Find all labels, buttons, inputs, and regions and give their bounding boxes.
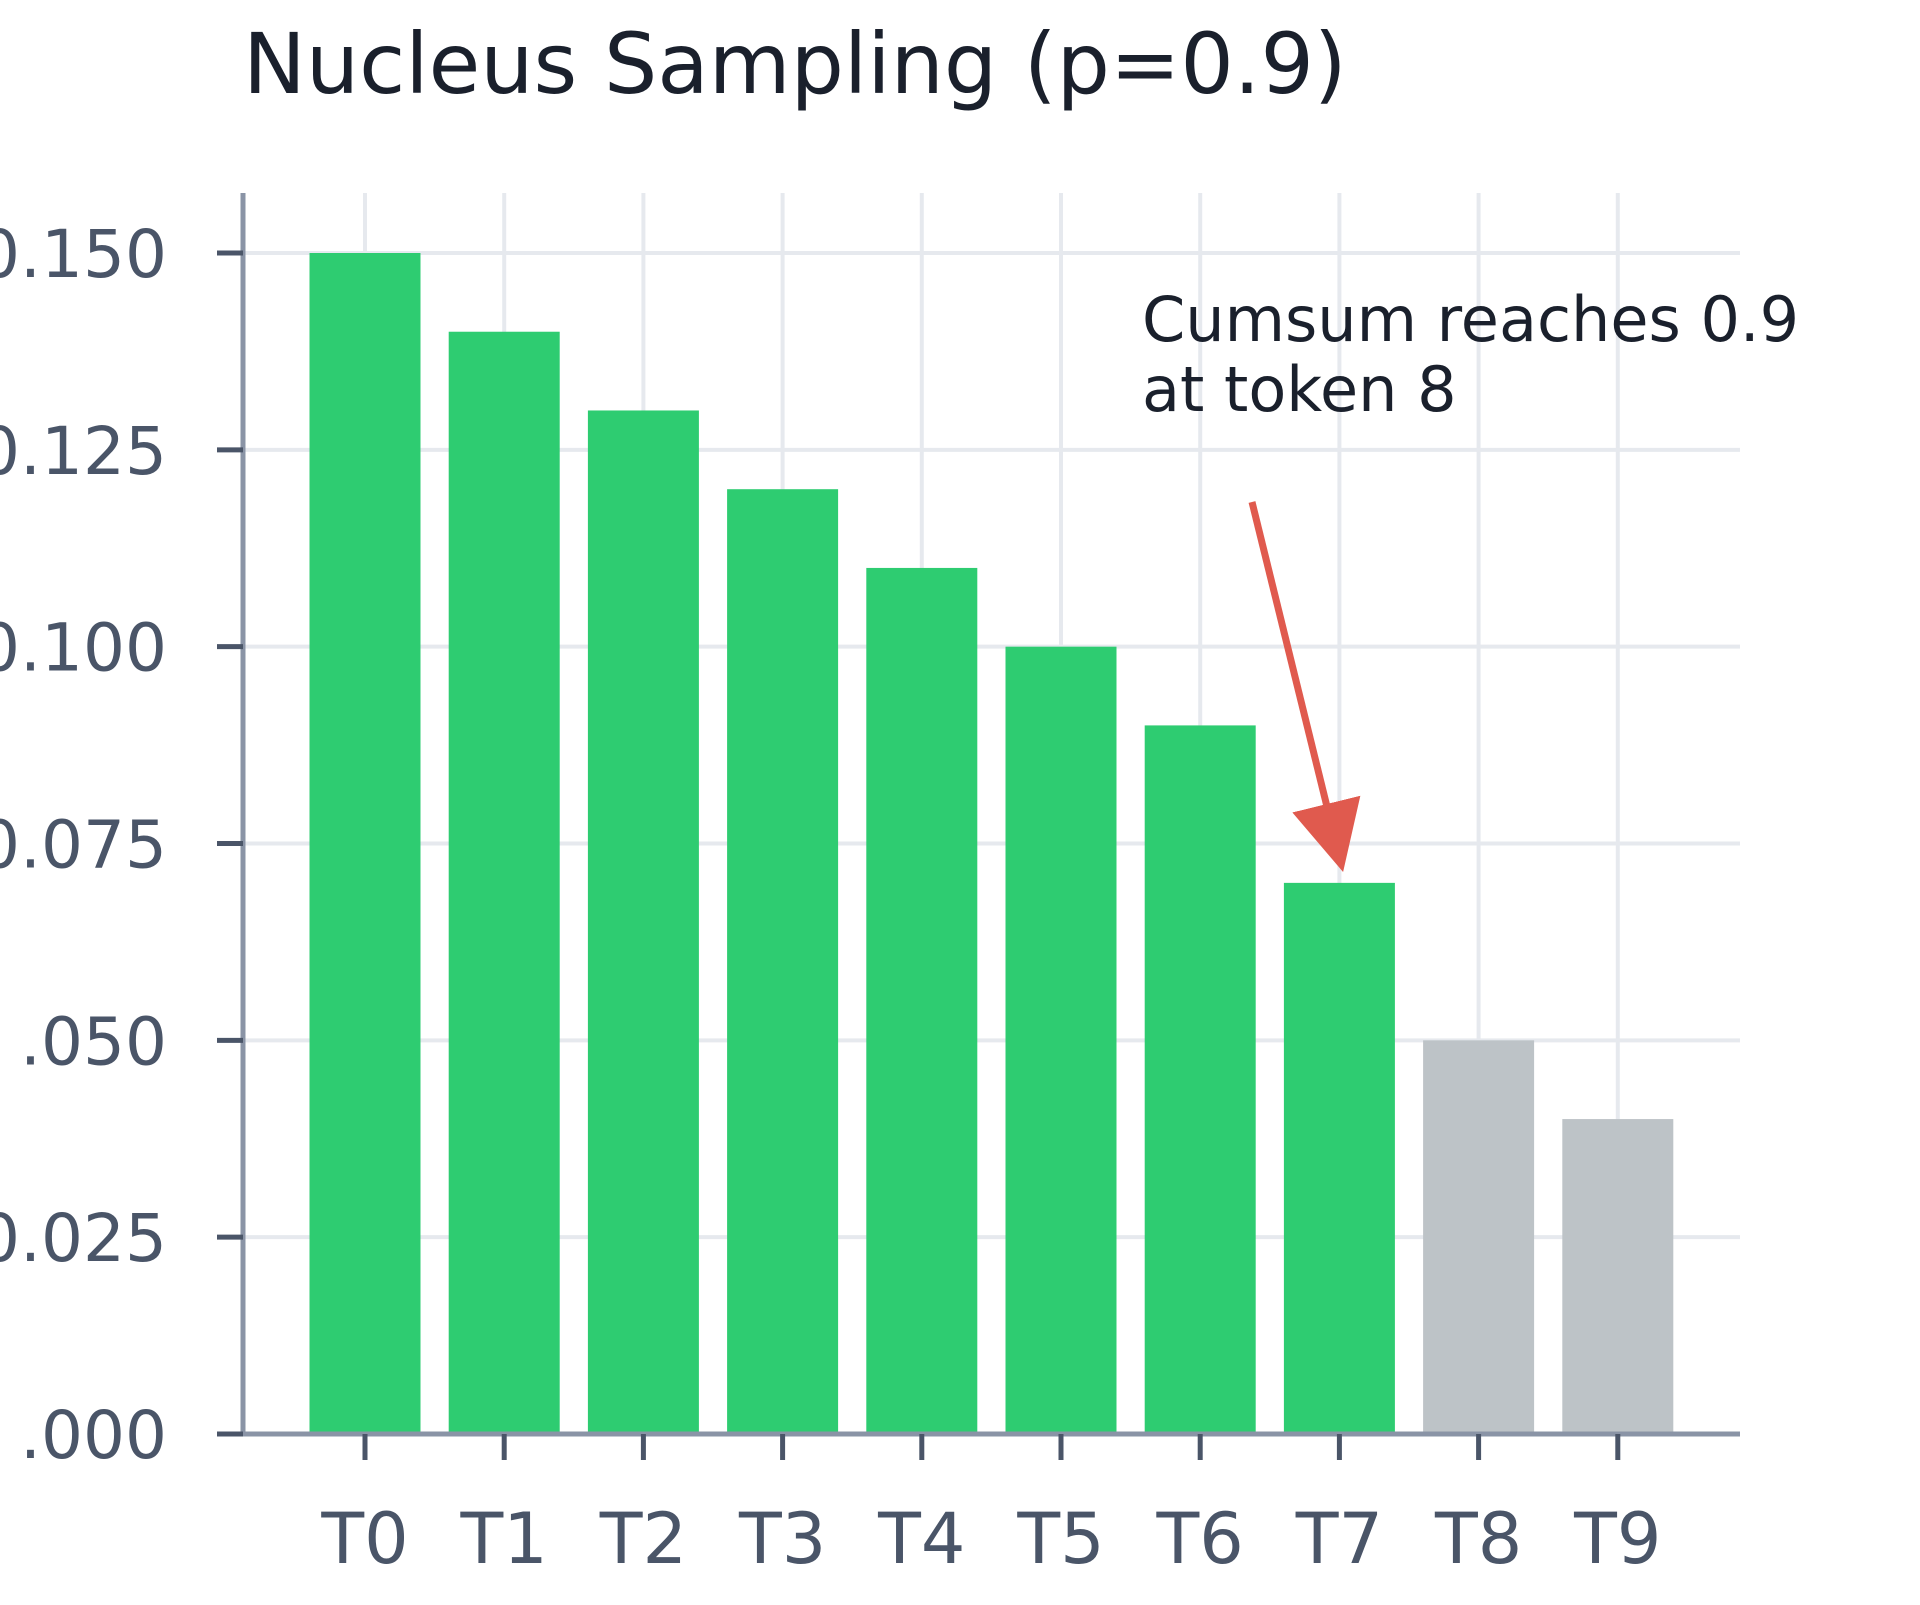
x-tick-label: T7 [1295,1498,1383,1580]
x-tick-label: T3 [738,1498,826,1580]
x-tick-label: T2 [599,1498,687,1580]
bar-t4 [866,567,978,1434]
y-tick-label: .000 [20,1397,167,1474]
bar-t8 [1423,1040,1535,1434]
annotation-arrow [1248,501,1361,873]
x-tick-label: T6 [1156,1498,1244,1580]
ticks-layer: .000 0.025 .050 0.075 0.100 0.125 0.150 T0 T1 T2 T… [0,216,1661,1580]
bar-t0 [309,253,421,1434]
annotation-text-line: at token 8 [1142,353,1457,426]
x-tick-label: T0 [320,1498,408,1580]
x-tick-label: T4 [877,1498,965,1580]
axes-layer [240,193,1740,1437]
x-tick-label: T1 [460,1498,548,1580]
bar-t7 [1283,882,1395,1434]
bar-t1 [448,331,560,1434]
x-tick-label: T8 [1434,1498,1522,1580]
y-tick-label: 0.075 [0,807,167,884]
x-tick-label: T5 [1016,1498,1104,1580]
y-tick-label: 0.150 [0,216,167,293]
bars-layer [309,253,1674,1434]
bar-t5 [1005,646,1117,1434]
y-tick-label: 0.100 [0,610,167,687]
bar-t6 [1144,725,1256,1434]
bar-t3 [727,489,839,1434]
annotation-text-line: Cumsum reaches 0.9 [1142,283,1799,356]
bar-t9 [1562,1119,1674,1434]
bar-t2 [587,410,699,1434]
y-tick-label: 0.025 [0,1200,167,1277]
y-tick-label: 0.125 [0,413,167,490]
x-tick-label: T9 [1573,1498,1661,1580]
annotation-layer: Cumsum reaches 0.9at token 8 [1142,283,1799,873]
chart-title: Nucleus Sampling (p=0.9) [243,15,1347,113]
y-tick-label: .050 [20,1003,167,1080]
